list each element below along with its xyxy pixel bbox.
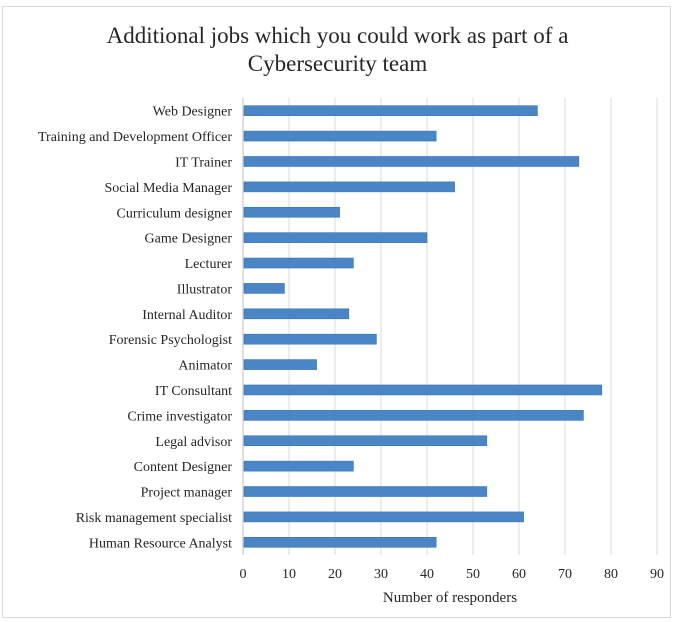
bar — [243, 384, 603, 396]
bar — [243, 156, 580, 167]
x-tick-label: 0 — [240, 567, 247, 582]
bar — [243, 181, 455, 193]
category-label: Social Media Manager — [104, 181, 232, 196]
category-label: Legal advisor — [155, 435, 232, 450]
category-label: Human Resource Analyst — [89, 536, 232, 551]
bar — [243, 283, 285, 294]
category-label: Forensic Psychologist — [109, 333, 232, 348]
x-tick-label: 70 — [558, 567, 572, 582]
x-tick-label: 10 — [282, 567, 296, 582]
category-label: Game Designer — [145, 232, 233, 247]
category-label: IT Consultant — [155, 384, 232, 399]
x-axis-title: Number of responders — [383, 590, 517, 606]
x-tick-label: 30 — [374, 567, 388, 582]
bar — [243, 435, 488, 447]
category-label: Animator — [178, 359, 232, 374]
category-label: Illustrator — [177, 282, 233, 297]
category-label: Crime investigator — [127, 409, 232, 424]
category-label: Risk management specialist — [76, 511, 232, 526]
bar — [243, 410, 584, 421]
x-tick-label: 90 — [650, 567, 664, 582]
category-label: Training and Development Officer — [38, 130, 232, 145]
chart-title: Additional jobs which you could work as … — [106, 23, 569, 76]
bar — [243, 511, 524, 523]
bar — [243, 232, 428, 243]
bar — [243, 359, 317, 370]
category-label: Curriculum designer — [117, 206, 233, 221]
category-label: Project manager — [141, 486, 233, 501]
category-label: Web Designer — [153, 105, 233, 120]
x-tick-label: 40 — [420, 567, 434, 582]
bar — [243, 130, 437, 142]
category-label: Internal Auditor — [142, 308, 232, 323]
category-label: Lecturer — [185, 257, 233, 272]
category-label: Content Designer — [134, 460, 233, 475]
bar — [243, 257, 354, 269]
bar — [243, 105, 538, 116]
bar — [243, 206, 340, 218]
bar — [243, 486, 488, 497]
bar — [243, 460, 354, 472]
x-tick-label: 80 — [604, 567, 618, 582]
bar — [243, 308, 350, 320]
bar — [243, 537, 437, 548]
category-label: IT Trainer — [175, 155, 232, 170]
bar — [243, 333, 377, 345]
x-tick-label: 60 — [512, 567, 526, 582]
x-tick-label: 20 — [328, 567, 342, 582]
x-tick-label: 50 — [466, 567, 480, 582]
